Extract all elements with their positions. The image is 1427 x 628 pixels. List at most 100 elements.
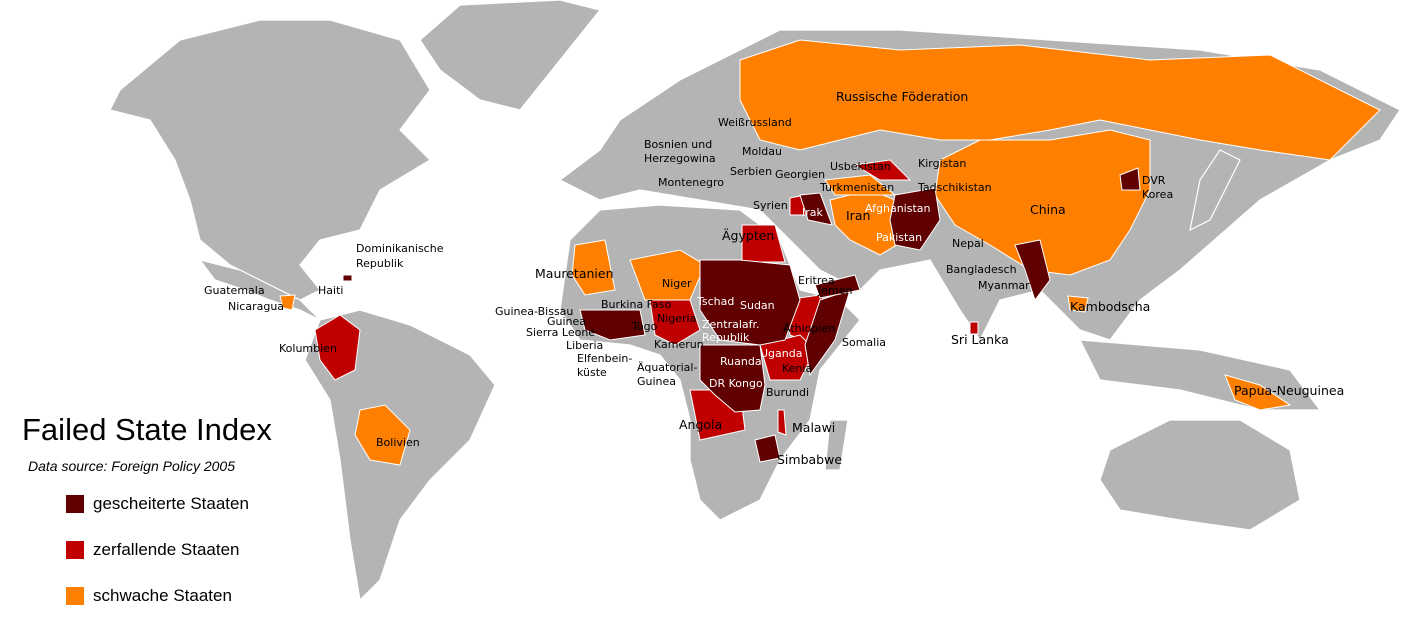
label-kenia: Kenia <box>782 362 813 375</box>
label-simbabwe: Simbabwe <box>777 452 843 467</box>
legend-item-zerfallend: zerfallende Staaten <box>66 540 240 560</box>
label-somalia: Somalia <box>842 336 887 349</box>
region-afghanistan-pakistan <box>889 187 941 251</box>
label-malawi: Malawi <box>792 420 836 435</box>
label-georgien: Georgien <box>775 168 826 181</box>
legend-swatch <box>66 541 84 559</box>
label-korea: Korea <box>1142 188 1174 201</box>
label-elfenbein: Elfenbein- <box>577 352 633 365</box>
label-sudan: Sudan <box>740 299 775 312</box>
label-guatemala: Guatemala <box>204 284 265 297</box>
data-source: Data source: Foreign Policy 2005 <box>28 458 235 474</box>
label-china: China <box>1030 202 1066 217</box>
region-nigeria <box>649 299 701 346</box>
label-togo: Togo <box>632 320 658 333</box>
label-kambodscha: Kambodscha <box>1070 299 1151 314</box>
legend-label: schwache Staaten <box>93 586 232 605</box>
madagascar <box>824 419 849 471</box>
australia <box>1099 419 1301 531</box>
label-bolivien: Bolivien <box>376 436 420 449</box>
label-ruanda: Ruanda <box>720 355 762 368</box>
region-bolivien <box>354 404 411 466</box>
region-nordkorea <box>1119 167 1141 191</box>
region-irak <box>799 192 833 226</box>
greenland <box>419 0 602 111</box>
label-drkongo: DR Kongo <box>709 377 763 390</box>
label-uganda: Uganda <box>760 347 803 360</box>
legend-swatch <box>66 495 84 513</box>
label-afghanistan: Afghanistan <box>865 202 931 215</box>
label-tadschikistan: Tadschikistan <box>918 181 992 194</box>
label-syrien: Syrien <box>753 199 788 212</box>
region-nicaragua <box>279 294 296 311</box>
label-serbien: Serbien <box>730 165 773 178</box>
label-aethiopien: Äthiopien <box>783 322 836 335</box>
label-russland: Russische Föderation <box>836 89 969 104</box>
region-kolumbien <box>314 314 361 381</box>
label-bangladesch: Bangladesch <box>946 263 1017 276</box>
southeast-asia-islands <box>1078 339 1322 411</box>
label-burundi: Burundi <box>766 386 810 399</box>
legend-item-gescheitert: gescheiterte Staaten <box>66 494 249 514</box>
region-simbabwe <box>754 434 781 463</box>
label-burkina: Burkina Faso <box>601 298 672 311</box>
label-mauretanien: Mauretanien <box>535 266 614 281</box>
legend-swatch <box>66 587 84 605</box>
label-myanmar: Myanmar <box>978 279 1030 292</box>
region-drkongo <box>699 344 766 413</box>
region-usbekistan <box>853 159 912 181</box>
label-montenegro: Montenegro <box>658 176 725 189</box>
label-republik: Republik <box>702 331 750 344</box>
label-dvr: DVR <box>1142 174 1166 187</box>
north-america <box>109 19 431 301</box>
label-srilanka: Sri Lanka <box>951 332 1009 347</box>
label-nigeria: Nigeria <box>657 312 697 325</box>
label-sierraleone: Sierra Leone <box>526 326 596 339</box>
label-bosnien: Bosnien und <box>644 138 713 151</box>
label-tschad: Tschad <box>697 295 735 308</box>
legend-item-schwach: schwache Staaten <box>66 586 232 606</box>
label-kamerun: Kamerun <box>654 338 704 351</box>
label-guineabissau: Guinea-Bissau <box>495 305 574 318</box>
label-weissrussland: Weißrussland <box>718 116 792 129</box>
region-sudan-tschad <box>699 259 801 346</box>
region-haiti <box>342 274 353 282</box>
label-aegypten: Ägypten <box>722 228 775 243</box>
label-pakistan: Pakistan <box>876 231 923 244</box>
label-angola: Angola <box>679 417 723 432</box>
label-nepal: Nepal <box>952 237 984 250</box>
legend-label: zerfallende Staaten <box>93 540 240 559</box>
region-papua <box>1224 374 1292 411</box>
label-bosnien-2: Herzegowina <box>644 152 716 165</box>
label-kirgistan: Kirgistan <box>918 157 967 170</box>
region-china <box>934 129 1151 276</box>
region-srilanka <box>969 321 979 335</box>
region-jemen <box>814 274 861 299</box>
label-niger: Niger <box>662 277 692 290</box>
legend-label: gescheiterte Staaten <box>93 494 249 513</box>
label-usbekistan: Usbekistan <box>830 160 891 173</box>
label-aequatorial-2: Guinea <box>637 375 677 388</box>
region-myanmar <box>1014 239 1051 302</box>
label-iran: Iran <box>846 208 871 223</box>
label-jemen: Jemen <box>818 284 853 297</box>
label-elfenbein-2: küste <box>577 366 607 379</box>
label-kolumbien: Kolumbien <box>279 342 337 355</box>
label-zentralafr: Zentralafr. <box>702 318 760 331</box>
japan <box>1189 149 1241 232</box>
label-turkmenistan: Turkmenistan <box>820 181 895 194</box>
label-haiti: Haiti <box>318 284 344 297</box>
map-title: Failed State Index <box>22 412 272 447</box>
label-papua: Papua-Neuguinea <box>1234 383 1345 398</box>
label-republik-2: Republik <box>356 257 404 270</box>
label-guinea: Guinea <box>547 315 587 328</box>
label-eritrea: Eritrea <box>798 274 835 287</box>
region-kenia-uganda <box>759 334 816 381</box>
region-niger <box>629 249 706 301</box>
label-aequatorial: Äquatorial- <box>637 361 698 374</box>
region-malawi <box>777 409 787 436</box>
label-dominikanische: Dominikanische <box>356 242 444 255</box>
region-turkmenistan <box>824 174 897 196</box>
